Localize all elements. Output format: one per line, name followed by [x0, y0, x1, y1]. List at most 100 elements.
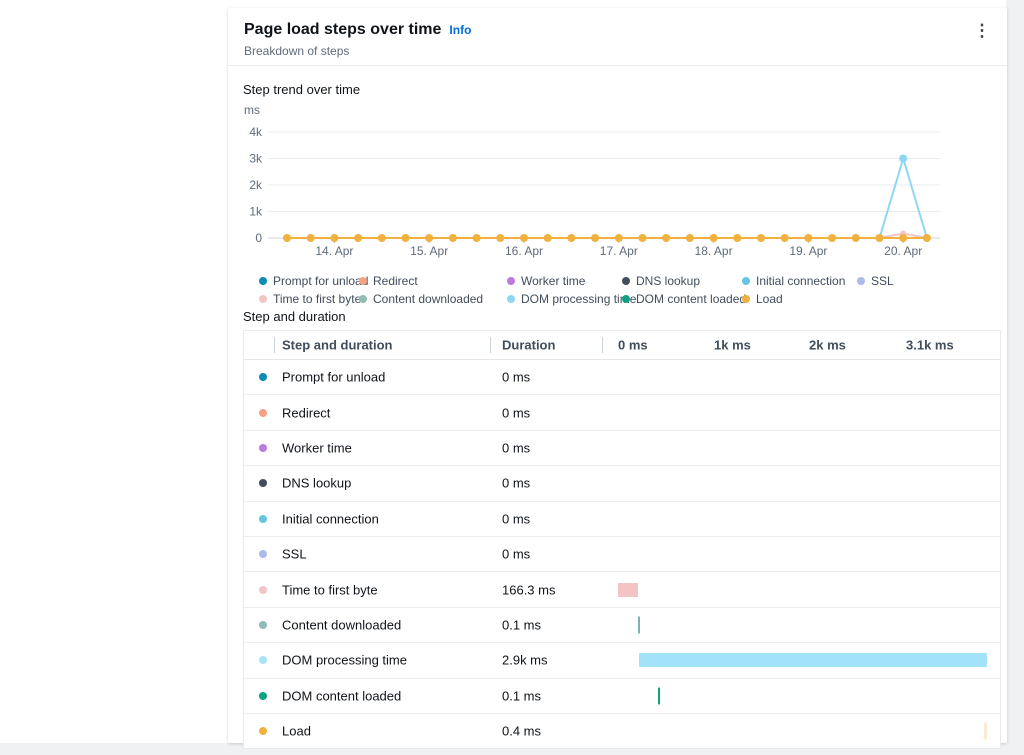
step-duration: 0.1 ms	[502, 688, 542, 704]
legend-item[interactable]: SSL	[857, 274, 894, 288]
series-point	[899, 234, 908, 242]
legend-dot-icon	[742, 295, 750, 303]
column-divider	[274, 337, 275, 353]
chart-title: Step trend over time	[243, 82, 361, 97]
step-dot-icon	[259, 443, 267, 452]
step-duration: 2.9k ms	[502, 652, 548, 668]
series-point	[709, 234, 718, 242]
step-name: Load	[282, 723, 311, 739]
table-row: SSL 0 ms	[244, 536, 1000, 573]
series-point	[875, 234, 884, 242]
series-point	[472, 234, 481, 242]
step-duration: 0.1 ms	[502, 617, 542, 633]
step-name: DOM processing time	[282, 652, 407, 668]
y-tick-label: 1k	[249, 205, 263, 219]
step-dot-icon	[259, 691, 267, 700]
series-point	[899, 154, 908, 163]
legend-item[interactable]: Initial connection	[742, 274, 857, 288]
step-name: Initial connection	[282, 511, 379, 527]
legend-label: Worker time	[521, 274, 586, 288]
series-point	[662, 234, 671, 242]
legend-item[interactable]: DNS lookup	[622, 274, 742, 288]
duration-bar	[639, 653, 987, 668]
legend-label: Content downloaded	[373, 292, 484, 306]
legend-label: Time to first byte	[273, 292, 362, 306]
kebab-menu-icon: ⋮	[973, 21, 991, 40]
legend-label: Prompt for unload	[273, 274, 369, 288]
step-name: DNS lookup	[282, 475, 352, 491]
step-name: Time to first byte	[282, 582, 378, 598]
step-dot-icon	[259, 373, 267, 382]
widget-menu-button[interactable]: ⋮	[969, 18, 995, 44]
legend-item[interactable]: DOM processing time	[507, 292, 636, 306]
step-name: Worker time	[282, 440, 352, 456]
table-section-title: Step and duration	[243, 309, 346, 324]
step-duration: 0 ms	[502, 405, 531, 421]
chart-legend: Prompt for unload Redirect Worker time DNS …	[259, 274, 894, 306]
step-dot-icon	[259, 479, 267, 488]
widget-card: Page load steps over time Info Breakdown…	[228, 8, 1007, 750]
x-tick-label: 14. Apr	[315, 244, 353, 258]
step-name: DOM content loaded	[282, 688, 402, 704]
y-tick-label: 4k	[249, 125, 263, 139]
legend-item[interactable]: Prompt for unload	[259, 274, 368, 288]
column-header-2kms: 2k ms	[809, 337, 846, 353]
step-name: Redirect	[282, 405, 331, 421]
legend-item[interactable]: Redirect	[359, 274, 507, 288]
step-name: Prompt for unload	[282, 369, 386, 385]
series-line	[287, 157, 928, 239]
series-point	[733, 234, 742, 242]
legend-dot-icon	[622, 295, 630, 303]
step-duration: 0 ms	[502, 369, 531, 385]
legend-item[interactable]: DOM content loaded	[622, 292, 746, 306]
column-divider	[602, 337, 603, 353]
series-point	[496, 234, 505, 242]
x-tick-label: 19. Apr	[789, 244, 827, 258]
legend-label: SSL	[871, 274, 894, 288]
legend-dot-icon	[359, 277, 367, 285]
table-row: Load 0.4 ms	[244, 713, 1000, 749]
legend-dot-icon	[507, 295, 515, 303]
series-point	[448, 234, 457, 242]
step-duration: 166.3 ms	[502, 582, 556, 598]
series-point	[851, 234, 860, 242]
legend-dot-icon	[622, 277, 630, 285]
legend-dot-icon	[507, 277, 515, 285]
series-point	[425, 234, 434, 242]
widget-title: Page load steps over time	[244, 21, 442, 38]
step-dot-icon	[259, 514, 267, 523]
x-tick-label: 17. Apr	[600, 244, 638, 258]
series-point	[567, 234, 576, 242]
legend-item[interactable]: Content downloaded	[359, 292, 507, 306]
series-point	[804, 234, 813, 242]
series-point	[922, 234, 931, 242]
series-point	[614, 234, 623, 242]
column-header-0ms: 0 ms	[618, 337, 648, 353]
step-duration: 0 ms	[502, 440, 531, 456]
series-point	[828, 234, 837, 242]
series-point	[330, 234, 339, 242]
table-row: Worker time 0 ms	[244, 430, 1000, 467]
legend-item[interactable]: Time to first byte	[259, 292, 362, 306]
widget-subtitle: Breakdown of steps	[244, 44, 350, 58]
table-row: Content downloaded 0.1 ms	[244, 607, 1000, 644]
series-point	[543, 234, 552, 242]
column-divider	[490, 337, 491, 353]
duration-bar	[637, 616, 641, 634]
step-duration: 0 ms	[502, 511, 531, 527]
table-header: Step and duration Duration 0 ms 1k ms 2k…	[244, 331, 1000, 360]
series-point	[780, 234, 789, 242]
step-duration: 0 ms	[502, 475, 531, 491]
widget-header: Page load steps over time Info Breakdown…	[244, 20, 471, 58]
legend-item[interactable]: Worker time	[507, 274, 622, 288]
duration-bar	[618, 582, 638, 597]
page-background-right	[1006, 0, 1024, 755]
info-link[interactable]: Info	[449, 23, 472, 37]
step-dot-icon	[259, 727, 267, 736]
step-duration: 0 ms	[502, 546, 531, 562]
legend-dot-icon	[742, 277, 750, 285]
column-header-step: Step and duration	[282, 337, 393, 353]
legend-item[interactable]: Load	[742, 292, 857, 306]
step-dot-icon	[259, 408, 267, 417]
legend-dot-icon	[259, 295, 267, 303]
